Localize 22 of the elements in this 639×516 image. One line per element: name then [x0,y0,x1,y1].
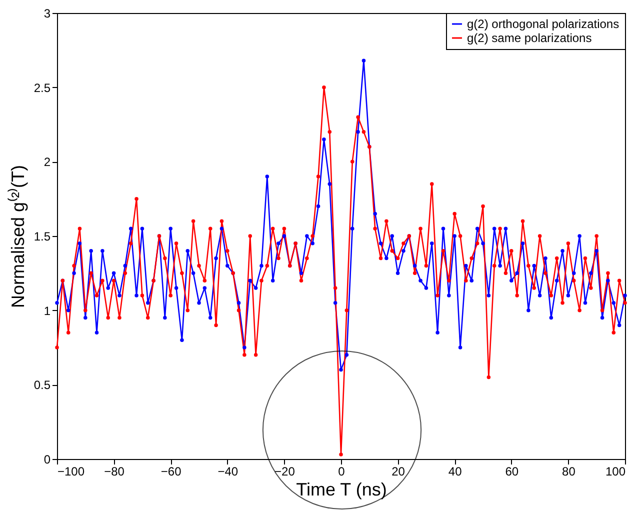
x-axis-title: Time T (ns) [296,480,387,500]
x-tick-label: 80 [562,464,576,478]
y-tick-label: 1 [44,304,51,318]
x-tick-label: −60 [160,464,182,478]
y-tick-label: 2 [44,155,51,170]
x-tick-label: 20 [392,464,406,478]
x-tick-label: 60 [505,464,519,478]
y-axis-title: Normalised g⁽²⁾(T) [6,164,28,308]
y-tick-label: 3 [44,6,51,20]
x-tick-label: 0 [338,464,346,478]
x-tick-label: 40 [448,464,462,478]
y-tick-label: 0 [44,452,51,466]
x-tick-label: −20 [274,464,296,478]
legend-label: g(2) same polarizations [467,31,592,45]
x-tick-label: −100 [58,464,85,478]
y-tick-label: 2.5 [34,80,51,95]
y-tick-label: 1.5 [34,230,51,244]
x-tick-label: −80 [104,464,125,478]
legend-label: g(2) orthogonal polarizations [467,17,620,31]
x-tick-label: −40 [218,464,238,478]
y-tick-label: 0.5 [34,378,51,392]
x-tick-label: 100 [605,464,626,478]
